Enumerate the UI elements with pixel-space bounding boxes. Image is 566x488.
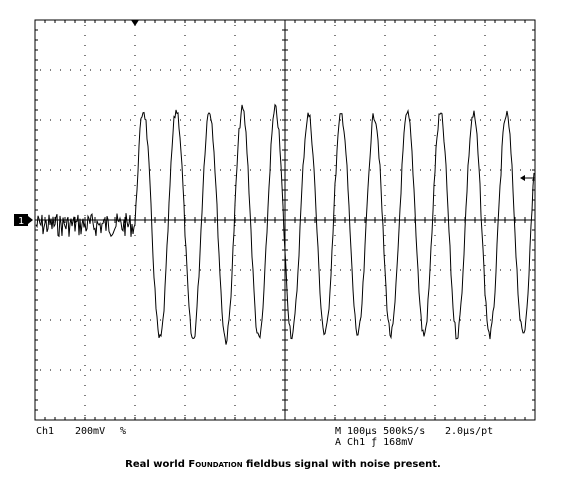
- caption-text: Real world: [125, 459, 189, 470]
- scope-screen: 1 Ch1 200mV % M 100µs 500kS/s 2.0µs/pt A…: [14, 19, 536, 448]
- graticule: [34, 19, 536, 421]
- trigger-level-arrow: [520, 175, 525, 181]
- status-trigger: A Ch1 ƒ 168mV: [335, 437, 413, 448]
- channel-marker-arrow: [28, 216, 33, 224]
- channel-marker: 1: [18, 216, 24, 227]
- status-scale: 200mV: [75, 426, 105, 437]
- caption: Real world Foundation fieldbus signal wi…: [0, 459, 566, 470]
- caption-text: fieldbus signal with noise present.: [242, 459, 441, 470]
- waveform: [35, 103, 535, 345]
- channel-marker-box: [14, 214, 28, 226]
- status-timebase: M 100µs 500kS/s: [335, 426, 425, 437]
- status-resolution: 2.0µs/pt: [445, 426, 493, 437]
- status-coupling: %: [120, 426, 126, 437]
- caption-small-caps: Foundation: [188, 459, 243, 470]
- status-channel: Ch1: [36, 426, 54, 437]
- trigger-position-marker: [131, 20, 139, 26]
